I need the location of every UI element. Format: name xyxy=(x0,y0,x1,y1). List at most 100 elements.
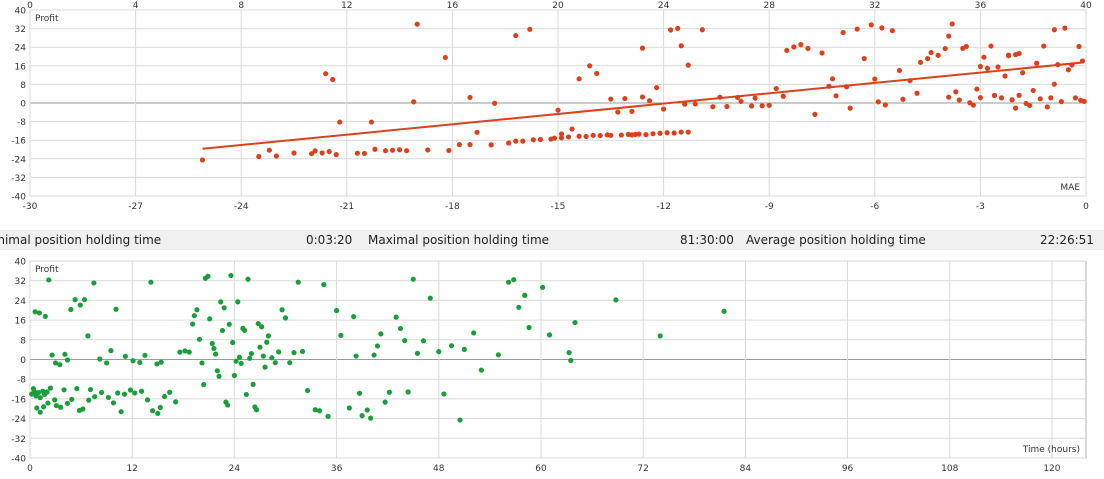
time-chart-data-point xyxy=(260,353,266,359)
time-chart-data-point xyxy=(247,355,253,361)
time-chart-data-point xyxy=(546,332,553,338)
time-chart-data-point xyxy=(397,325,404,332)
mae-chart-data-point xyxy=(798,42,804,48)
mae-chart-data-point xyxy=(1009,97,1015,103)
time-chart-data-point xyxy=(34,405,40,411)
mae-chart-top-tick-label: 0 xyxy=(27,1,33,11)
mae-chart-data-point xyxy=(199,157,206,163)
mae-chart-data-point xyxy=(1079,58,1086,64)
time-chart-data-point xyxy=(250,381,256,387)
time-chart-data-point xyxy=(216,373,222,379)
time-chart-data-point xyxy=(526,324,532,331)
mae-chart-data-point xyxy=(291,150,297,156)
time-chart-x-tick-label: 0 xyxy=(27,464,33,474)
mae-chart-data-point xyxy=(991,92,998,98)
mae-chart-data-point xyxy=(530,137,536,143)
mae-chart-data-point xyxy=(1051,81,1057,87)
mae-chart-top-tick-label: 16 xyxy=(447,1,459,11)
mae-chart-data-point xyxy=(1055,62,1061,68)
time-chart-data-point xyxy=(64,357,71,363)
time-chart-data-point xyxy=(657,333,663,339)
mae-chart-data-point xyxy=(900,96,906,102)
time-chart-data-point xyxy=(371,352,377,358)
mae-chart-x-tick-label: -27 xyxy=(128,202,143,212)
time-chart-data-point xyxy=(262,364,268,370)
mae-chart-y-tick-label: -8 xyxy=(17,118,26,128)
mae-chart-data-point xyxy=(467,142,473,148)
mae-chart-data-point xyxy=(558,131,565,137)
mae-chart-data-point xyxy=(1081,98,1087,104)
time-chart-data-point xyxy=(321,282,327,288)
mae-chart-x-tick-label: -18 xyxy=(445,202,460,212)
time-chart-data-point xyxy=(52,360,59,366)
time-chart-x-axis-label: Time (hours) xyxy=(1022,445,1080,455)
avg-holding-time-label: Average position holding time xyxy=(746,233,926,247)
time-chart-data-point xyxy=(46,277,52,283)
mae-chart-data-point xyxy=(608,96,614,102)
time-chart-x-tick-label: 84 xyxy=(740,464,752,474)
mae-chart-data-point xyxy=(671,130,677,136)
time-chart-data-point xyxy=(259,324,265,330)
mae-chart-data-point xyxy=(678,43,684,49)
time-chart-data-point xyxy=(235,299,241,305)
mae-chart-data-point xyxy=(618,132,624,138)
time-chart-data-point xyxy=(356,390,363,396)
time-chart-data-point xyxy=(441,391,447,397)
time-chart-data-point xyxy=(382,399,388,405)
mae-chart-x-tick-label: -15 xyxy=(551,202,566,212)
time-chart-data-point xyxy=(137,359,143,366)
time-chart-data-point xyxy=(248,350,255,357)
mae-chart-data-point xyxy=(791,44,797,50)
mae-chart-data-point xyxy=(833,93,839,99)
time-chart-data-point xyxy=(108,348,114,354)
mae-chart-data-point xyxy=(590,132,596,138)
mae-chart-data-point xyxy=(456,142,463,148)
mae-chart-data-point xyxy=(389,147,396,153)
mae-chart-data-point xyxy=(1072,95,1079,101)
mae-chart-data-point xyxy=(882,102,888,108)
mae-chart-x-tick-label: -9 xyxy=(765,202,774,212)
time-chart-data-point xyxy=(402,337,408,344)
mae-chart-data-point xyxy=(889,28,896,34)
time-chart-data-point xyxy=(295,279,301,285)
time-chart-y-tick-label: 16 xyxy=(15,317,27,327)
time-chart-data-point xyxy=(461,346,467,353)
time-chart-data-point xyxy=(253,407,260,413)
mae-chart-data-point xyxy=(896,67,903,74)
min-holding-time-label: inimal position holding time xyxy=(0,233,162,247)
time-chart-data-point xyxy=(279,307,285,313)
time-chart-data-point xyxy=(233,358,239,364)
mae-chart-data-point xyxy=(488,142,494,148)
time-chart-data-point xyxy=(44,389,50,395)
time-chart-data-point xyxy=(85,333,91,339)
mae-chart-data-point xyxy=(738,98,744,104)
mae-chart-data-point xyxy=(879,25,885,31)
mae-chart-data-point xyxy=(984,65,991,71)
mae-chart-data-point xyxy=(1041,43,1047,49)
time-chart-data-point xyxy=(299,348,306,354)
mae-chart-data-point xyxy=(935,52,941,58)
mae-chart-y-tick-label: 16 xyxy=(15,62,27,72)
mae-chart-top-tick-label: 32 xyxy=(869,1,880,11)
time-chart-data-point xyxy=(36,310,42,316)
mae-chart-data-point xyxy=(411,99,417,105)
mae-chart-data-point xyxy=(664,130,670,136)
time-chart-data-point xyxy=(516,304,522,310)
time-chart-data-point xyxy=(77,302,83,308)
mae-chart-data-point xyxy=(323,71,329,77)
mae-chart-data-point xyxy=(1062,25,1068,31)
time-chart-data-point xyxy=(58,404,64,410)
mae-chart-data-point xyxy=(661,106,667,112)
time-chart-data-point xyxy=(52,397,58,403)
time-chart-data-point xyxy=(245,276,251,282)
mae-chart-data-point xyxy=(442,54,448,61)
time-chart-data-point xyxy=(80,406,86,412)
mae-chart-data-point xyxy=(780,93,786,99)
mae-chart-data-point xyxy=(506,140,512,146)
avg-holding-time-value: 22:26:51 xyxy=(1040,233,1094,247)
mae-chart-data-point xyxy=(629,108,635,114)
time-chart-data-point xyxy=(359,413,365,419)
mae-chart-x-tick-label: 0 xyxy=(1083,202,1089,212)
mae-chart-data-point xyxy=(1051,27,1057,33)
time-chart-data-point xyxy=(32,309,38,315)
